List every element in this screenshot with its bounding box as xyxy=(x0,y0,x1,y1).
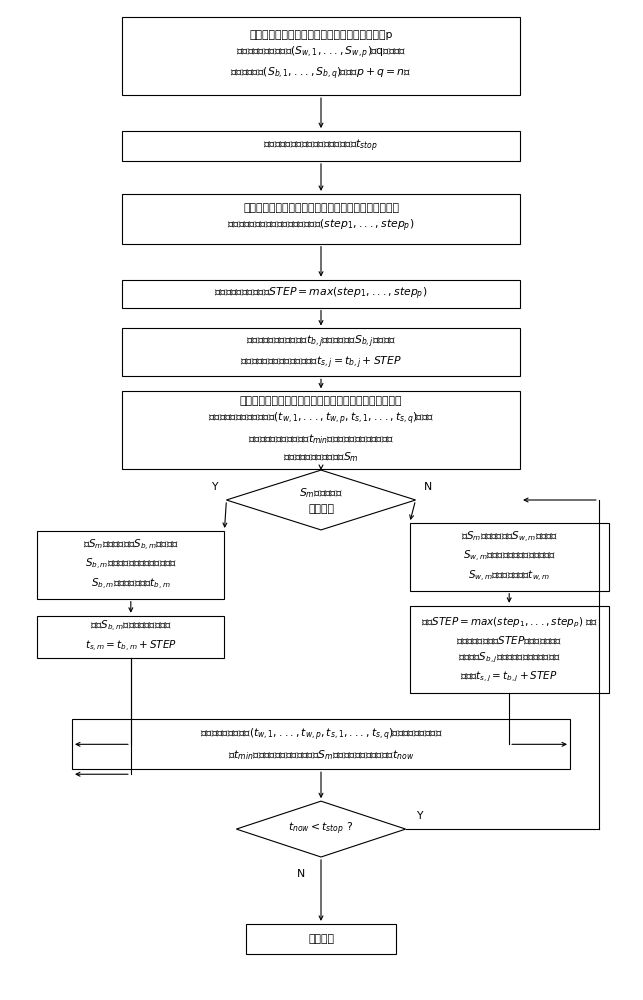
FancyBboxPatch shape xyxy=(37,616,224,658)
Text: 若$S_m$为白盒子系统$S_{w,m}$，则按照
$S_{w,m}$的事件表向前推进一步，更新
$S_{w,m}$的当前仿真时间$t_{w,m}$: 若$S_m$为白盒子系统$S_{w,m}$，则按照 $S_{w,m}$的事件表向… xyxy=(460,530,557,584)
Text: N: N xyxy=(297,869,305,879)
Text: 对于每个当前仿真时间为$t_{b,j}$的黑盒子系统$S_{b,j}$，计算该
黑盒子系统的当前安全仿真时间$t_{s,j} = t_{b,j} + STEP$: 对于每个当前仿真时间为$t_{b,j}$的黑盒子系统$S_{b,j}$，计算该 … xyxy=(240,334,402,371)
Text: 仿真结束: 仿真结束 xyxy=(308,934,334,944)
FancyBboxPatch shape xyxy=(410,606,609,693)
Text: 对所有白盒子系统的当前仿真时间和所有黑盒子系统的当
前安全仿真时间构成的序列($t_{w,1},...,t_{w,p},t_{s,1},...,t_{s,q}$: 对所有白盒子系统的当前仿真时间和所有黑盒子系统的当 前安全仿真时间构成的序列($… xyxy=(208,396,434,464)
Text: 从更新后的时间序列($t_{w,1},...,t_{w,p},t_{s,1},...,t_{s,q}$)中选取数值最小的时
间$t_{min}$所对应的子系统，: 从更新后的时间序列($t_{w,1},...,t_{w,p},t_{s,1},.… xyxy=(199,727,442,762)
FancyBboxPatch shape xyxy=(122,131,520,161)
FancyBboxPatch shape xyxy=(122,328,520,376)
Text: 计算当前安全时间距离$STEP = max(step_1,...,step_p)$: 计算当前安全时间距离$STEP = max(step_1,...,step_p)… xyxy=(214,285,428,302)
Text: 若$S_m$为黑盒子系统$S_{b,m}$，则按照
$S_{b,m}$的事件表向前推进一步，更新
$S_{b,m}$的当前仿真时间$t_{b,m}$: 若$S_m$为黑盒子系统$S_{b,m}$，则按照 $S_{b,m}$的事件表向… xyxy=(83,538,179,592)
Text: $S_m$是否为黑盒
子系统？: $S_m$是否为黑盒 子系统？ xyxy=(299,486,343,514)
FancyBboxPatch shape xyxy=(122,17,520,95)
Text: 首先使所有白盒子系统按其各自的事件表推进一步，记
此时各个白盒子系统的当前步长分别为($step_1,...,step_p$): 首先使所有白盒子系统按其各自的事件表推进一步，记 此时各个白盒子系统的当前步长分… xyxy=(227,203,415,234)
FancyBboxPatch shape xyxy=(72,719,570,769)
Polygon shape xyxy=(226,470,415,530)
FancyBboxPatch shape xyxy=(122,391,520,469)
FancyBboxPatch shape xyxy=(122,194,520,244)
Text: N: N xyxy=(423,482,431,492)
Text: Y: Y xyxy=(415,811,422,821)
Text: 设置该复杂产品模型的仿真停止时间为$t_{stop}$: 设置该复杂产品模型的仿真停止时间为$t_{stop}$ xyxy=(264,138,379,154)
FancyBboxPatch shape xyxy=(410,523,609,591)
FancyBboxPatch shape xyxy=(37,531,224,599)
Polygon shape xyxy=(237,801,406,857)
Text: 按照$STEP = max(step_1,...,step_p)$ 更新
当前安全时间距离$STEP$，然后对每个黑
盒子系统$S_{b,j}$，更新其对应的当: 按照$STEP = max(step_1,...,step_p)$ 更新 当前安… xyxy=(421,616,598,684)
Text: 更新$S_{b,m}$的当前安全仿真时间
$t_{s,m} = t_{b,m} + STEP$: 更新$S_{b,m}$的当前安全仿真时间 $t_{s,m} = t_{b,m} … xyxy=(85,619,177,654)
FancyBboxPatch shape xyxy=(122,280,520,308)
FancyBboxPatch shape xyxy=(246,924,395,954)
Text: Y: Y xyxy=(211,482,218,492)
Text: 选取待仿真的复杂产品模型，该复杂产品模型由p
个白盒离散事件子系统($S_{w,1},...,S_{w,p}$)与q个黑盒离
散事件子系统($S_{b,1},.: 选取待仿真的复杂产品模型，该复杂产品模型由p 个白盒离散事件子系统($S_{w,… xyxy=(230,30,412,82)
Text: $t_{now} < t_{stop}$ ?: $t_{now} < t_{stop}$ ? xyxy=(289,821,354,837)
